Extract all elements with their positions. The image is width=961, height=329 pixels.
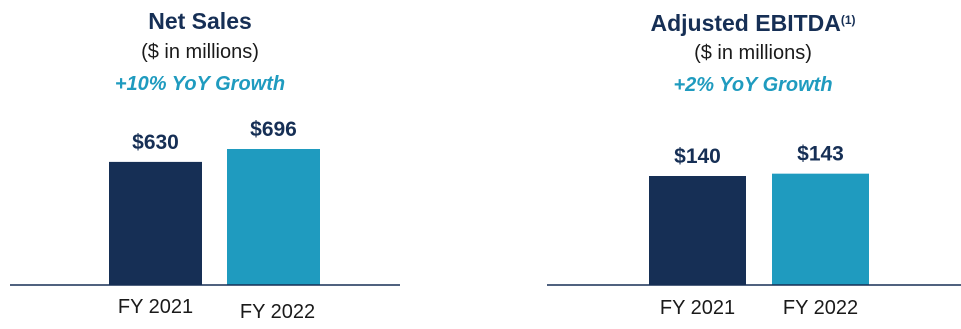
category-label: FY 2022 [240, 301, 315, 323]
bar-fy-2022 [227, 149, 320, 285]
category-label: FY 2021 [118, 296, 193, 318]
category-label: FY 2022 [783, 297, 858, 319]
bar-fy-2021 [649, 176, 746, 285]
bar-fy-2021 [109, 161, 202, 285]
net-sales-subtitle: ($ in millions) [141, 41, 259, 63]
category-label: FY 2021 [660, 297, 735, 319]
net-sales-title: Net Sales [148, 8, 252, 34]
data-label: $696 [250, 118, 297, 141]
data-label: $140 [674, 145, 721, 168]
bar-fy-2022 [772, 173, 869, 285]
ebitda-title-text: Adjusted EBITDA [650, 10, 841, 36]
ebitda-subtitle: ($ in millions) [694, 42, 812, 64]
net-sales-panel: Net Sales ($ in millions) +10% YoY Growt… [0, 0, 400, 329]
ebitda-growth: +2% YoY Growth [673, 74, 833, 96]
adjusted-ebitda-panel: Adjusted EBITDA(1) ($ in millions) +2% Y… [545, 0, 961, 329]
data-label: $143 [797, 143, 844, 166]
data-label: $630 [132, 131, 179, 154]
ebitda-title: Adjusted EBITDA(1) [545, 10, 961, 36]
adjusted-ebitda-chart: $140 FY 2021 $143 FY 2022 [547, 143, 961, 319]
net-sales-growth: +10% YoY Growth [114, 73, 286, 95]
net-sales-chart: $630 FY 2021 $696 FY 2022 [10, 118, 400, 323]
ebitda-footnote-marker: (1) [840, 13, 856, 27]
